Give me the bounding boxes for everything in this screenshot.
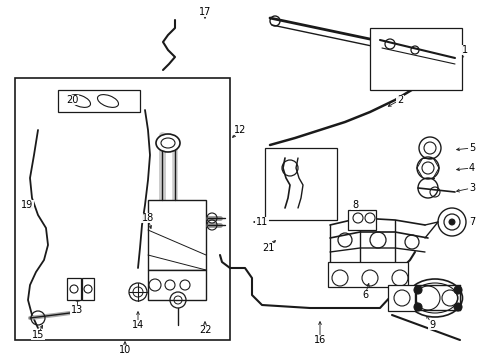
Bar xyxy=(67,278,81,300)
Circle shape xyxy=(453,286,461,294)
Circle shape xyxy=(448,219,454,225)
Text: 12: 12 xyxy=(233,125,245,135)
Bar xyxy=(387,285,415,311)
Bar xyxy=(148,200,205,270)
Bar xyxy=(15,78,229,340)
Circle shape xyxy=(453,303,461,311)
Bar xyxy=(327,262,407,287)
Text: 16: 16 xyxy=(313,335,325,345)
Circle shape xyxy=(413,303,421,311)
Ellipse shape xyxy=(69,95,90,107)
Ellipse shape xyxy=(97,95,118,107)
Bar xyxy=(148,270,205,300)
Text: 13: 13 xyxy=(71,305,83,315)
Text: 20: 20 xyxy=(66,95,78,105)
Bar xyxy=(347,210,375,230)
Ellipse shape xyxy=(407,279,462,317)
Text: 19: 19 xyxy=(21,200,33,210)
Text: 6: 6 xyxy=(361,290,367,300)
Text: 17: 17 xyxy=(199,7,211,17)
Text: 11: 11 xyxy=(255,217,267,227)
Bar xyxy=(58,90,140,112)
Ellipse shape xyxy=(412,283,457,313)
Text: 14: 14 xyxy=(132,320,144,330)
Ellipse shape xyxy=(156,134,180,152)
Bar xyxy=(82,278,94,300)
Text: 5: 5 xyxy=(468,143,474,153)
Text: 7: 7 xyxy=(468,217,474,227)
Text: 1: 1 xyxy=(461,45,467,55)
Text: 2: 2 xyxy=(396,95,402,105)
Circle shape xyxy=(413,286,421,294)
Text: 4: 4 xyxy=(468,163,474,173)
Bar xyxy=(369,28,461,90)
Text: 15: 15 xyxy=(32,330,44,340)
Bar xyxy=(264,148,336,220)
Ellipse shape xyxy=(161,138,175,148)
Text: 8: 8 xyxy=(351,200,357,210)
Text: 10: 10 xyxy=(119,345,131,355)
Text: 21: 21 xyxy=(261,243,274,253)
Text: 3: 3 xyxy=(468,183,474,193)
Text: 18: 18 xyxy=(142,213,154,223)
Text: 9: 9 xyxy=(428,320,434,330)
Text: 22: 22 xyxy=(198,325,211,335)
